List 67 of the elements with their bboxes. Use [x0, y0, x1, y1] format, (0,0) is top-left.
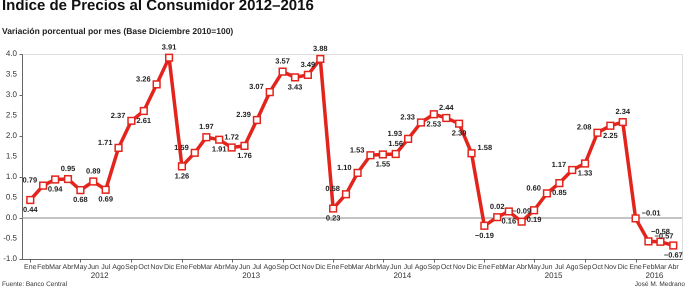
text: 2012	[90, 271, 110, 280]
point	[467, 149, 476, 158]
point	[416, 118, 426, 127]
text: 2014	[393, 271, 412, 280]
point	[342, 190, 350, 198]
point	[76, 186, 85, 194]
point	[190, 148, 199, 157]
point	[353, 168, 362, 178]
point	[442, 114, 450, 122]
point	[26, 196, 34, 204]
point	[404, 134, 412, 143]
point	[669, 241, 678, 250]
point	[215, 136, 224, 144]
point	[329, 204, 338, 213]
text: 2013	[242, 271, 261, 280]
point	[89, 177, 98, 186]
point	[378, 150, 387, 159]
point	[102, 186, 110, 194]
y-tick-label: 1.0	[6, 172, 18, 181]
y-tick-label: 2.0	[6, 131, 18, 140]
point	[430, 110, 438, 118]
point	[316, 54, 324, 64]
y-tick-label: 2.5	[6, 110, 18, 120]
point	[542, 189, 552, 198]
point	[480, 222, 488, 230]
point	[518, 218, 526, 226]
point	[618, 118, 627, 126]
point	[140, 106, 148, 116]
point	[266, 88, 274, 96]
point	[252, 116, 262, 124]
point	[366, 151, 375, 160]
point	[164, 54, 174, 62]
y-tick-label: 3.0	[6, 90, 18, 99]
y-tick-label: 0.0	[6, 213, 18, 222]
point	[304, 70, 312, 80]
point	[555, 179, 564, 188]
point	[278, 68, 287, 76]
y-tick-label: -1.0	[3, 254, 18, 263]
point	[152, 80, 161, 88]
point	[606, 122, 614, 130]
point	[127, 116, 136, 125]
point	[290, 73, 300, 82]
point	[202, 133, 210, 142]
point	[454, 120, 464, 128]
y-tick-label: 4.0	[6, 49, 18, 58]
point	[593, 128, 602, 137]
point	[644, 237, 653, 246]
y-tick-label: -0.5	[3, 234, 18, 242]
point	[64, 174, 72, 184]
y-tick-label: 0.5	[6, 192, 18, 202]
point	[51, 175, 60, 184]
point	[631, 214, 640, 223]
text: 2015	[544, 271, 564, 280]
point	[114, 144, 123, 152]
point	[580, 159, 590, 168]
text: 2016	[646, 271, 664, 280]
point	[178, 162, 186, 170]
point	[392, 150, 400, 158]
point	[504, 207, 513, 216]
point	[39, 182, 48, 190]
y-tick-label: 1.5	[6, 152, 18, 160]
point	[228, 143, 236, 152]
point	[568, 166, 576, 174]
chart-subtitle: Variación porcentual por mes (Base Diciembre 2010=100)	[2, 26, 234, 36]
point	[240, 142, 249, 150]
y-tick-label: 3.5	[6, 70, 18, 78]
point	[493, 213, 502, 222]
